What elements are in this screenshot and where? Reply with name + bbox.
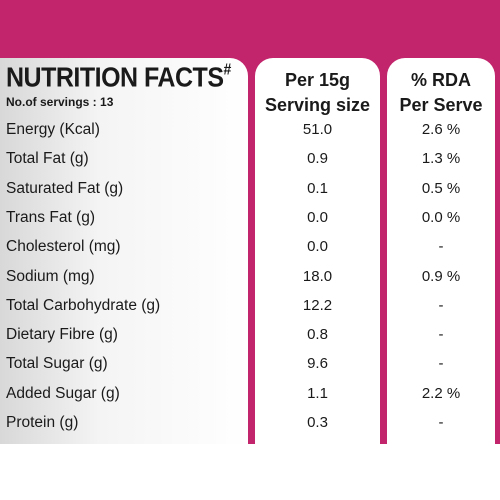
rda-value: - (438, 414, 444, 431)
serving-value: 1.1 (307, 384, 328, 402)
rda-value: 2.6 % (421, 121, 461, 138)
table-row: Trans Fat (g) 0.0 0.0 % (0, 209, 500, 237)
title-mark: # (223, 59, 232, 78)
rda-value: 2.2 % (421, 384, 461, 402)
table-row: Energy (Kcal) 51.0 2.6 % (0, 121, 500, 149)
rda-header-line1: % RDA (410, 70, 471, 90)
serving-value: 18.0 (302, 267, 333, 285)
serving-value: 0.0 (307, 208, 328, 226)
label-column (0, 58, 248, 444)
table-row: Total Carbohydrate (g) 12.2 - (0, 297, 500, 325)
serving-value: 0.0 (307, 238, 328, 256)
serving-header-line1: Per 15g (284, 70, 351, 90)
table-row: Saturated Fat (g) 0.1 0.5 % (0, 180, 500, 208)
rda-value: - (438, 238, 444, 256)
table-row: Sodium (mg) 18.0 0.9 % (0, 268, 500, 296)
table-row: Cholesterol (mg) 0.0 - (0, 238, 500, 266)
rda-value: 0.0 % (421, 208, 461, 226)
table-row: Added Sugar (g) 1.1 2.2 % (0, 385, 500, 413)
nutrient-label: Protein (g) (6, 414, 79, 431)
serving-value: 12.2 (302, 296, 333, 314)
nutrient-label: Cholesterol (mg) (6, 238, 121, 256)
servings-count: No.of servings : 13 (6, 95, 114, 109)
nutrient-label: Saturated Fat (g) (6, 179, 124, 197)
serving-column (255, 58, 380, 444)
rda-header: % RDA Per Serve (387, 68, 495, 118)
serving-value: 0.9 (307, 150, 328, 168)
rda-value: - (438, 326, 444, 344)
nutrition-title: NUTRITION FACTS# (6, 59, 232, 94)
serving-value: 0.1 (307, 179, 328, 197)
serving-header: Per 15g Serving size (255, 68, 380, 118)
table-row: Total Fat (g) 0.9 1.3 % (0, 150, 500, 178)
table-row: Protein (g) 0.3 - (0, 414, 500, 442)
nutrient-label: Trans Fat (g) (6, 208, 95, 226)
rda-value: - (438, 355, 444, 373)
nutrient-label: Total Fat (g) (6, 150, 89, 168)
serving-value: 51.0 (302, 121, 333, 138)
serving-value: 0.3 (307, 414, 328, 431)
rda-value: 0.5 % (421, 179, 461, 197)
nutrient-label: Energy (Kcal) (6, 121, 100, 138)
nutrient-label: Total Carbohydrate (g) (6, 296, 161, 314)
nutrient-label: Dietary Fibre (g) (6, 326, 118, 344)
title-text: NUTRITION FACTS (6, 62, 224, 94)
rda-value: 0.9 % (421, 267, 461, 285)
serving-value: 9.6 (307, 355, 328, 373)
nutrient-label: Total Sugar (g) (6, 355, 108, 373)
rda-value: - (438, 296, 444, 314)
nutrient-label: Sodium (mg) (6, 267, 95, 285)
table-row: Dietary Fibre (g) 0.8 - (0, 326, 500, 354)
nutrition-panel: NUTRITION FACTS# No.of servings : 13 Per… (0, 0, 500, 444)
table-row: Total Sugar (g) 9.6 - (0, 355, 500, 383)
rda-header-line2: Per Serve (399, 95, 483, 115)
nutrient-label: Added Sugar (g) (6, 384, 120, 402)
serving-value: 0.8 (307, 326, 328, 344)
serving-header-line2: Serving size (264, 95, 371, 115)
rda-value: 1.3 % (421, 150, 461, 168)
rda-column (387, 58, 495, 444)
